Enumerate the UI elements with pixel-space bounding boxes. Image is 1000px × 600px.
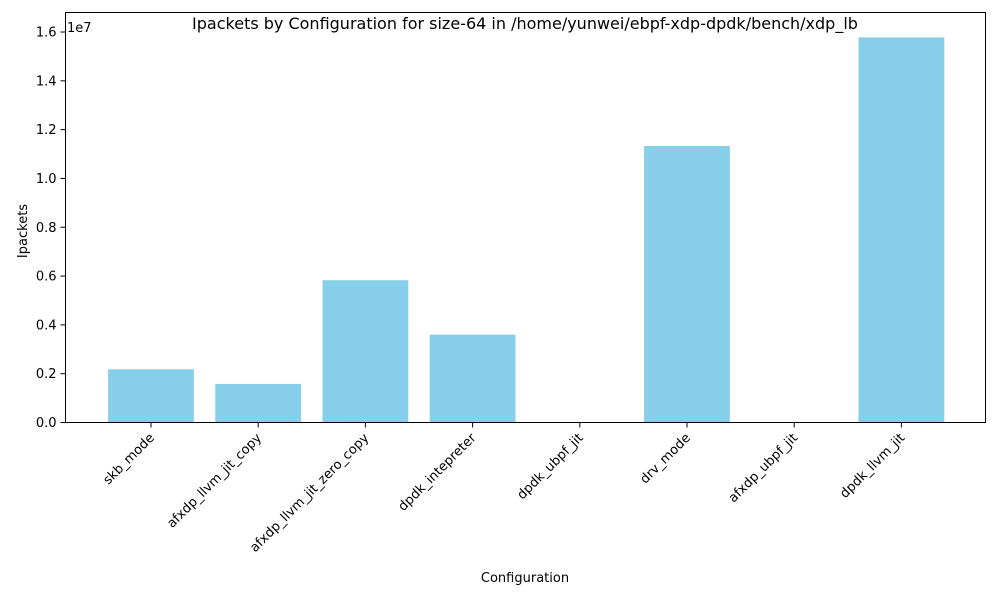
bar-afxdp_llvm_jit_copy: [215, 383, 302, 423]
y-tick-label: 0.6: [36, 270, 57, 285]
y-axis-label: Ipackets: [16, 204, 31, 258]
y-tick-label: 1.6: [36, 26, 57, 41]
bar-dpdk_llvm_jit: [858, 37, 945, 423]
y-tick-label: 0.2: [36, 367, 57, 382]
bar-skb_mode: [108, 369, 194, 423]
chart-title: Ipackets by Configuration for size-64 in…: [192, 14, 858, 34]
y-axis-ticks: 0.0 0.2 0.4 0.6 0.8 1.0 1.2 1.4 1.6: [36, 26, 66, 431]
plot-frame: [65, 12, 986, 423]
bar-afxdp_llvm_jit_zero_copy: [322, 280, 409, 423]
y-tick-label: 1.2: [36, 123, 57, 138]
y-tick-label: 1.4: [36, 74, 57, 89]
bar-dpdk_intepreter: [429, 334, 516, 423]
y-tick-label: 1.0: [36, 172, 57, 187]
y-tick-label: 0.4: [36, 318, 57, 333]
x-axis-label: Configuration: [481, 571, 569, 586]
bars-group: [108, 37, 945, 423]
y-offset-label: 1e7: [67, 21, 92, 36]
bar-drv_mode: [644, 145, 730, 423]
y-tick-label: 0.8: [36, 221, 57, 236]
y-tick-label: 0.0: [36, 416, 57, 431]
